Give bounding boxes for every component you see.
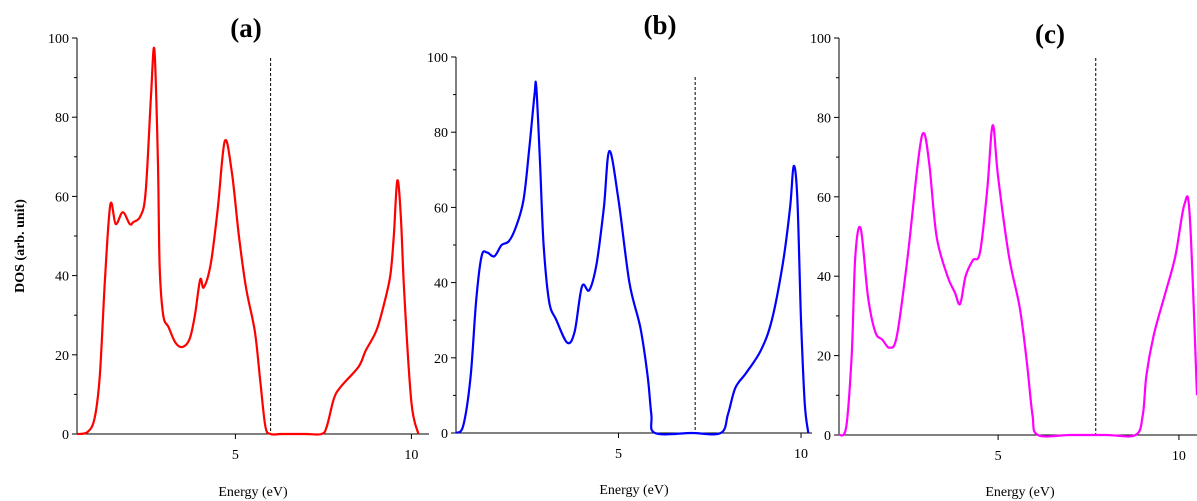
panel-b-y-tick-label: 60	[434, 201, 448, 216]
panel-b-y-tick-label: 100	[427, 51, 448, 66]
panel-b-label: (b)	[644, 10, 677, 40]
panel-a-y-tick-label: 20	[55, 349, 69, 364]
panel-c-dos-curve	[838, 124, 1197, 438]
panel-a-y-tick-label: 0	[62, 428, 69, 443]
panel-a-y-tick-label: 60	[55, 190, 69, 205]
panel-c-x-tick-label: 5	[995, 449, 1002, 464]
panel-b-x-tick-label: 10	[794, 447, 808, 462]
panel-a-y-tick-label: 40	[55, 270, 69, 285]
panel-b-x-tick-label: 5	[615, 447, 622, 462]
panel-c-x-axis-title: Energy (eV)	[985, 485, 1055, 500]
panel-b-y-tick-label: 80	[434, 126, 448, 141]
panel-a-dos-curve	[76, 46, 420, 436]
panel-b-y-tick-label: 0	[441, 427, 448, 442]
panel-c-y-tick-label: 80	[817, 111, 831, 126]
panel-c-y-tick-label: 40	[817, 270, 831, 285]
panel-c-x-tick-label: 10	[1172, 449, 1186, 464]
panel-a-label: (a)	[230, 13, 261, 43]
panel-c-y-tick-label: 100	[810, 32, 831, 47]
panel-c-y-tick-label: 0	[824, 429, 831, 444]
panel-a-x-tick-label: 10	[404, 448, 418, 463]
panel-b-y-tick-label: 20	[434, 352, 448, 367]
panel-b-dos-curve	[455, 80, 810, 436]
panel-b-x-axis-title: Energy (eV)	[599, 483, 669, 498]
panel-c-y-tick-label: 60	[817, 191, 831, 206]
panel-b-dos-plot: (b) Energy (eV) 0 20 40 60 80 100 5 10	[427, 10, 812, 498]
panel-c-label: (c)	[1035, 19, 1065, 49]
panel-c-dos-plot: (c) Energy (eV) 0 20 40 60 80 100 5 10	[810, 19, 1197, 500]
y-axis-title: DOS (arb. unit)	[13, 199, 28, 293]
panel-a-y-tick-label: 80	[55, 111, 69, 126]
panel-a-x-axis-title: Energy (eV)	[218, 485, 288, 500]
panel-a-dos-plot: (a) Energy (eV) 0 20 40 60 80 100 5 10	[48, 13, 429, 500]
panel-b-y-tick-label: 40	[434, 277, 448, 292]
panel-a-x-tick-label: 5	[232, 448, 239, 463]
panel-c-y-tick-label: 20	[817, 350, 831, 365]
panel-a-y-tick-label: 100	[48, 32, 69, 47]
